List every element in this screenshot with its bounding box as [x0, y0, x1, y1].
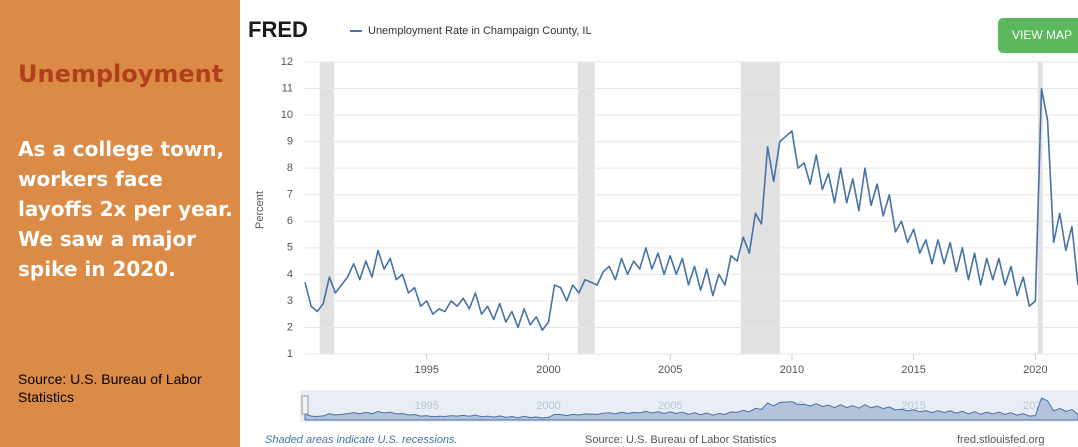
recession-band [319, 62, 335, 354]
recession-band [740, 62, 780, 354]
footer-note[interactable]: Shaded areas indicate U.S. recessions. [265, 434, 458, 446]
panel-title: Unemployment [18, 60, 224, 88]
y-tick-label: 10 [281, 109, 293, 121]
paragraph: We saw a major spike in 2020. [18, 227, 196, 281]
navigator-handle [301, 395, 309, 415]
panel-body: As a college town, workers face layoffs … [18, 134, 240, 284]
view-map-button[interactable] [998, 18, 1078, 53]
x-tick-label: 2020 [1023, 364, 1047, 376]
navigator-label: 2000 [536, 400, 560, 412]
y-tick-label: 5 [287, 242, 293, 254]
y-tick-label: 2 [287, 321, 293, 333]
navigator-label: 2015 [901, 400, 925, 412]
y-axis-label: Percent [254, 191, 266, 229]
footer-source: Source: U.S. Bureau of Labor Statistics [585, 434, 777, 446]
y-tick-label: 7 [287, 189, 293, 201]
y-tick-label: 9 [287, 136, 293, 148]
x-tick-label: 2000 [536, 364, 560, 376]
x-tick-label: 1995 [414, 364, 438, 376]
x-tick-label: 2015 [901, 364, 925, 376]
navigator-label: 1995 [414, 400, 438, 412]
y-tick-label: 4 [287, 268, 293, 280]
y-tick-label: 11 [282, 82, 293, 94]
data-line [304, 87, 1078, 331]
y-tick-label: 12 [281, 56, 293, 68]
x-tick-label: 2010 [780, 364, 804, 376]
recession-band [577, 62, 595, 354]
side-panel: Unemployment As a college town, workers … [0, 0, 240, 447]
navigator-line [304, 397, 1078, 421]
x-tick-label: 2005 [658, 364, 682, 376]
y-tick-label: 6 [287, 215, 293, 227]
chart: FRED Unemployment Rate in Champaign Coun… [248, 17, 1078, 446]
logo: FRED [248, 17, 308, 42]
recession-band [1037, 62, 1043, 354]
navigator-label: 2005 [658, 400, 682, 412]
paragraph: As a college town, workers face layoffs … [18, 137, 233, 221]
view-map-label[interactable]: VIEW MAP [1012, 28, 1072, 42]
y-tick-label: 3 [287, 295, 293, 307]
y-tick-label: 8 [287, 162, 293, 174]
panel-source: Source: U.S. Bureau of Labor Statistics [18, 371, 202, 405]
legend-label: Unemployment Rate in Champaign County, I… [368, 25, 592, 37]
y-tick-label: 1 [287, 348, 293, 360]
footer-site: fred.stlouisfed.org [957, 434, 1044, 446]
